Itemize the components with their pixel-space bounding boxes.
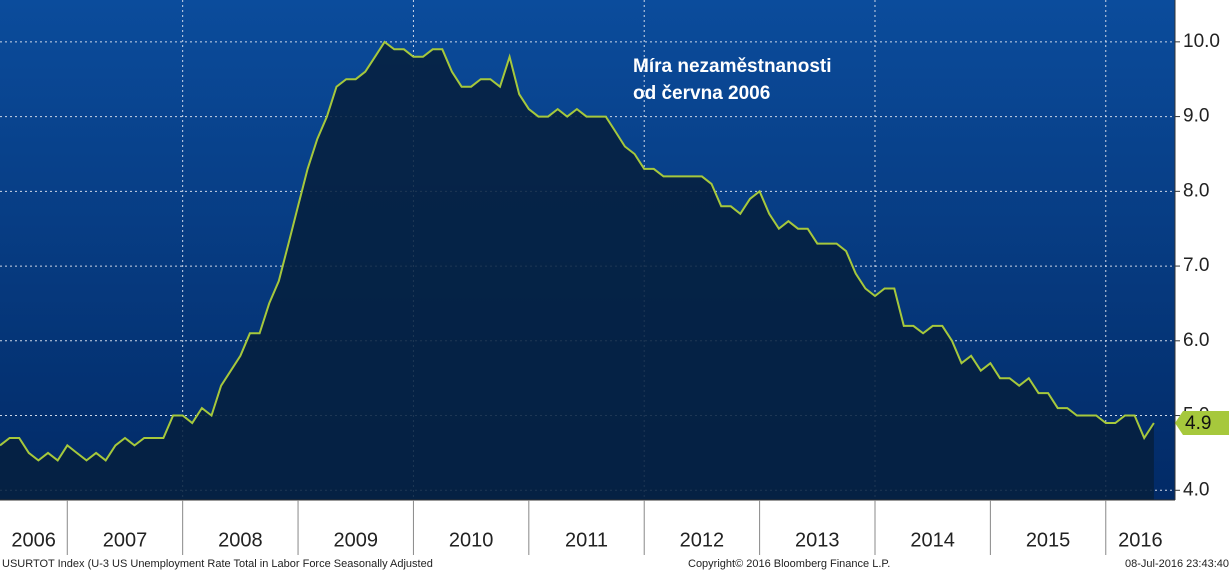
- x-tick-label: 2014: [910, 529, 955, 551]
- x-tick-label: 2009: [333, 529, 378, 551]
- x-tick-label: 2013: [795, 529, 840, 551]
- y-tick-label: 10.0: [1183, 31, 1220, 52]
- y-tick-label: 8.0: [1183, 180, 1209, 201]
- annotation: od června 2006: [633, 83, 770, 104]
- footer-source: USURTOT Index (U-3 US Unemployment Rate …: [2, 558, 433, 570]
- line: [0, 40, 1155, 462]
- x-tick-label: 2010: [449, 529, 494, 551]
- x-tick-label: 2008: [218, 529, 263, 551]
- y-tick-label: 4.0: [1183, 479, 1209, 500]
- area: [0, 41, 1154, 501]
- y-tick-label: 7.0: [1183, 255, 1209, 276]
- x-tick-label: 2011: [565, 529, 608, 551]
- last-value-label: 4.9: [1185, 413, 1211, 434]
- x-tick-label: 2016: [1118, 529, 1163, 551]
- y-tick-label: 9.0: [1183, 106, 1209, 127]
- annotation: Míra nezaměstnanosti: [633, 56, 832, 77]
- y-tick-label: 6.0: [1183, 330, 1209, 351]
- footer-timestamp: 08-Jul-2016 23:43:40: [1125, 558, 1229, 570]
- last-value-badge: [1175, 411, 1229, 436]
- footer-copyright: Copyright© 2016 Bloomberg Finance L.P.: [688, 558, 890, 570]
- x-tick-label: 2007: [103, 529, 148, 551]
- x-tick-label: 2015: [1026, 529, 1071, 551]
- x-tick-label: 2006: [11, 529, 56, 551]
- plot: [0, 0, 1175, 501]
- x-tick-label: 2012: [680, 529, 725, 551]
